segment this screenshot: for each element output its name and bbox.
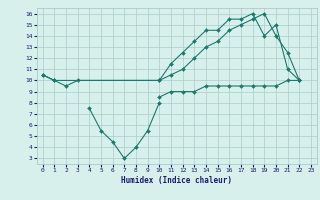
X-axis label: Humidex (Indice chaleur): Humidex (Indice chaleur) <box>121 176 232 185</box>
